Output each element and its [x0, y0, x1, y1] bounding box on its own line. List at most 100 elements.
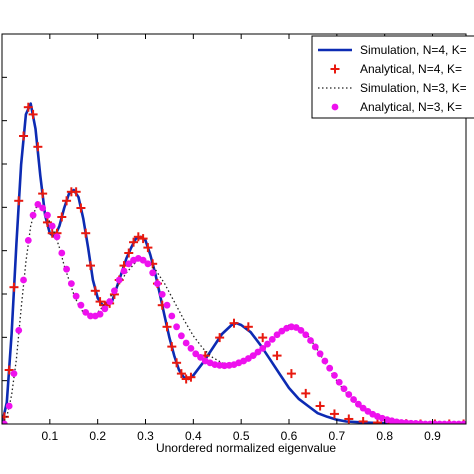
data-point	[72, 292, 80, 300]
data-point	[354, 400, 362, 408]
data-point	[125, 260, 133, 268]
data-point	[302, 331, 310, 339]
data-point	[33, 142, 43, 152]
data-point	[124, 248, 134, 258]
data-point	[67, 280, 75, 287]
data-point	[172, 358, 182, 368]
data-point	[286, 369, 296, 379]
legend-swatch	[331, 103, 339, 111]
data-point	[85, 261, 95, 271]
data-point	[81, 228, 91, 238]
x-tick-label: 0.5	[233, 429, 250, 443]
data-point	[350, 396, 357, 403]
data-point	[215, 333, 225, 343]
legend: Simulation, N=4, K= Analytical, N=4, K= Si…	[311, 35, 474, 119]
data-point	[138, 234, 148, 244]
data-point	[77, 301, 85, 309]
data-point	[154, 280, 161, 287]
data-point	[42, 217, 52, 227]
data-point	[259, 345, 267, 352]
data-point	[335, 378, 343, 386]
data-point	[133, 232, 143, 242]
data-point	[359, 404, 367, 412]
data-point	[272, 351, 282, 361]
data-point	[39, 204, 47, 212]
data-point	[301, 388, 311, 398]
data-point	[307, 337, 314, 344]
data-point	[143, 243, 153, 253]
data-point	[268, 336, 276, 343]
legend-label: Simulation, N=4, K=	[360, 43, 467, 57]
data-point	[139, 256, 147, 264]
data-point	[158, 291, 166, 298]
data-point	[111, 287, 118, 295]
legend-label: Simulation, N=3, K=	[360, 81, 467, 95]
legend-swatch	[330, 64, 340, 74]
data-point	[197, 354, 204, 361]
data-point	[24, 237, 32, 244]
data-point	[177, 332, 185, 340]
data-point	[95, 297, 105, 307]
series-4	[2, 201, 466, 424]
axes	[1, 33, 467, 425]
data-point	[249, 352, 257, 359]
data-point	[4, 365, 14, 375]
data-point	[57, 212, 67, 222]
data-point	[19, 131, 29, 141]
data-point	[331, 372, 338, 379]
data-point	[149, 269, 157, 277]
x-axis-ticks: 0.1 0.2 0.3 0.4 0.5 0.6 0.7 0.8 0.9	[41, 34, 441, 443]
data-point	[71, 187, 81, 197]
data-point	[173, 323, 180, 331]
data-point	[162, 322, 172, 332]
data-point	[344, 414, 354, 424]
x-tick-label: 0.4	[185, 429, 202, 443]
data-point	[264, 340, 271, 348]
data-point	[297, 327, 305, 334]
data-point	[316, 350, 324, 358]
data-point	[90, 286, 100, 296]
data-point	[76, 203, 86, 213]
data-point	[144, 260, 152, 268]
data-point	[14, 196, 24, 206]
data-point	[326, 364, 334, 372]
data-point	[115, 276, 123, 284]
data-point	[23, 102, 33, 112]
x-tick-label: 0.9	[424, 429, 441, 443]
x-tick-label: 0.7	[329, 429, 346, 443]
data-point	[87, 312, 94, 320]
data-point	[53, 233, 61, 241]
data-point	[273, 331, 281, 339]
data-point	[82, 309, 90, 316]
data-point	[258, 333, 268, 343]
data-point	[20, 276, 27, 284]
data-point	[120, 267, 128, 275]
x-tick-label: 0.1	[41, 429, 58, 443]
data-point	[129, 237, 139, 247]
data-point	[168, 312, 176, 320]
data-point	[460, 420, 466, 424]
data-point	[329, 409, 339, 419]
data-point	[321, 357, 329, 365]
x-axis-label: Unordered normalized eigenvalue	[156, 441, 336, 455]
data-point	[44, 211, 51, 219]
data-point	[254, 348, 262, 356]
axes-frame	[1, 33, 467, 425]
data-point	[176, 369, 186, 379]
data-point	[96, 310, 104, 318]
data-point	[345, 391, 353, 398]
data-point	[34, 201, 42, 208]
legend-label: Analytical, N=4, K=	[360, 62, 462, 76]
data-point	[315, 401, 325, 411]
data-point	[358, 416, 368, 424]
data-point	[311, 343, 319, 351]
data-point	[2, 420, 8, 424]
data-point	[106, 298, 114, 305]
data-point	[38, 189, 48, 199]
data-point	[187, 345, 195, 352]
legend-entry: Simulation, N=3, K=	[318, 81, 467, 95]
data-point	[10, 370, 18, 377]
data-point	[229, 318, 239, 328]
data-point	[15, 327, 23, 334]
data-point	[9, 282, 19, 292]
